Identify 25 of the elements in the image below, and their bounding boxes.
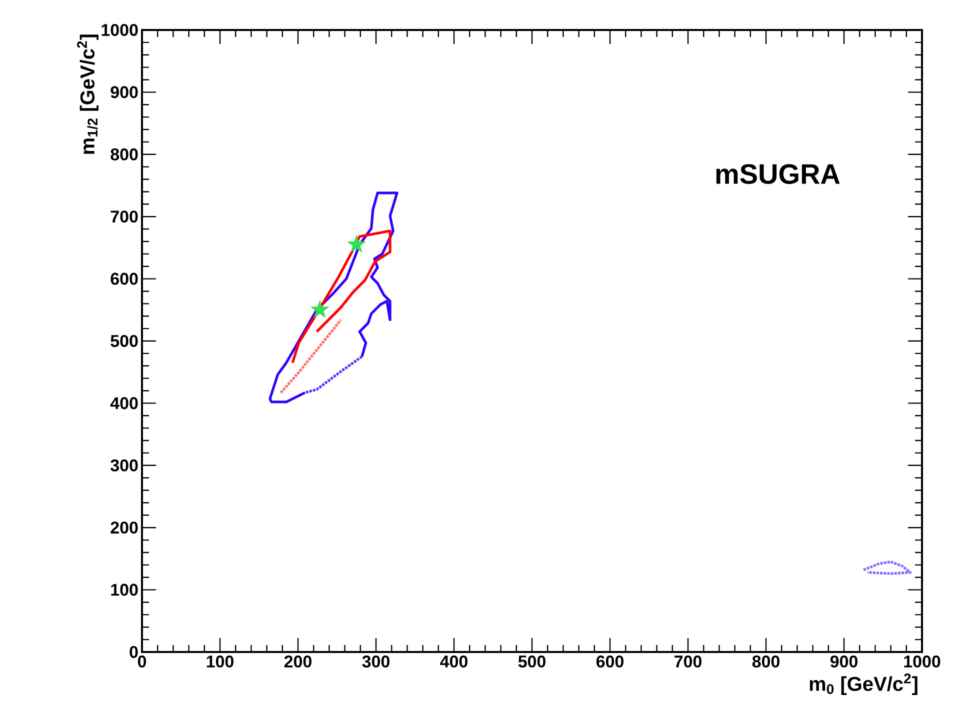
x-axis-title: m$_{0}$ [GeV/c$^{2}$] (810, 674, 918, 695)
annotation: mSUGRA (716, 164, 840, 184)
x-tick-label: 100 (206, 656, 234, 668)
y-tick-label: 300 (110, 459, 138, 472)
y-tick-label: 1000 (102, 24, 138, 36)
x-tick-label: 0 (138, 656, 146, 668)
y-tick-label: 500 (110, 334, 138, 348)
y-tick-label: 100 (111, 584, 138, 596)
x-tick-label: 200 (284, 656, 312, 668)
y-tick-label: 200 (110, 522, 138, 534)
x-tick-label: 1000 (904, 656, 940, 668)
y-tick-label: 600 (110, 272, 138, 285)
x-tick-label: 500 (518, 656, 546, 668)
x-tick-label: 400 (440, 656, 468, 668)
y-tick-label: 0 (130, 646, 138, 658)
y-tick-label: 900 (110, 86, 138, 98)
y-tick-label: 400 (110, 397, 138, 410)
y-tick-label: 700 (110, 210, 138, 223)
x-tick-label: 300 (362, 656, 390, 668)
x-tick-label: 700 (674, 656, 702, 668)
y-tick-label: 800 (110, 148, 138, 160)
y-axis-title: m$_{1/2}$ [GeV/c$^{2}$] (77, 34, 98, 154)
x-tick-label: 900 (830, 656, 858, 668)
x-tick-label: 800 (752, 656, 780, 668)
x-tick-label: 600 (596, 656, 624, 668)
